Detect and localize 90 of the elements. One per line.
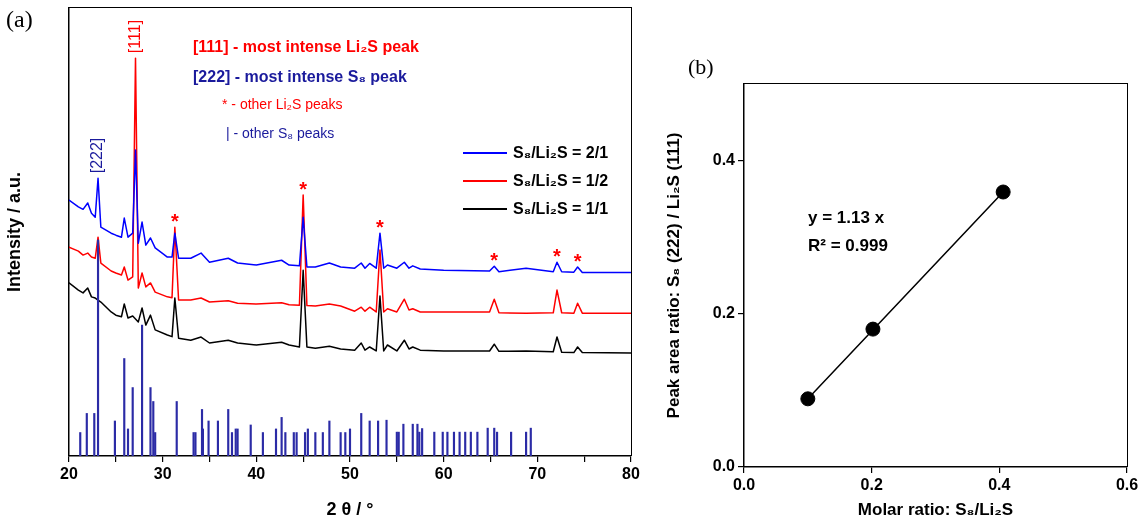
point xyxy=(800,391,816,407)
bar xyxy=(314,432,317,456)
x-tick-label: 50 xyxy=(341,465,359,483)
annotation: [222] - most intense S₈ peak xyxy=(193,68,407,86)
bar xyxy=(493,427,496,456)
bar xyxy=(274,428,278,456)
bar xyxy=(216,420,220,456)
y-axis-title: Intensity / a.u. xyxy=(3,171,24,293)
bar xyxy=(377,420,380,456)
bar xyxy=(416,423,419,456)
y-tick-label: 0.4 xyxy=(712,151,736,169)
annotation: y = 1.13 x xyxy=(808,208,885,228)
x-axis-title: Molar ratio: S₈/Li₂S xyxy=(857,500,1014,520)
bar xyxy=(230,432,234,456)
bar xyxy=(476,431,479,456)
bar xyxy=(292,432,295,456)
legend-label: S₈/Li₂S = 1/1 xyxy=(513,200,609,218)
bar xyxy=(175,401,178,456)
bar xyxy=(280,417,283,456)
bar xyxy=(529,427,532,456)
bar xyxy=(149,387,152,456)
annotation: * xyxy=(376,216,385,239)
bar xyxy=(79,432,82,456)
bar xyxy=(123,358,126,456)
annotation: * xyxy=(553,245,562,268)
bar xyxy=(328,420,331,456)
bar xyxy=(113,420,116,456)
annotation: R² = 0.999 xyxy=(808,236,888,256)
annotation: | - other S₈ peaks xyxy=(226,125,335,141)
bar xyxy=(344,432,347,456)
bar xyxy=(306,428,309,456)
x-tick-label: 80 xyxy=(622,465,640,483)
bar xyxy=(421,428,424,456)
bar xyxy=(411,423,414,456)
annotation: * xyxy=(170,210,179,233)
y-axis-title: Peak area ratio: S₈ (222) / Li₂S (111) xyxy=(663,132,683,419)
bar xyxy=(295,432,298,456)
legend-label: S₈/Li₂S = 1/2 xyxy=(513,172,609,190)
x-tick-label: 0.6 xyxy=(1115,476,1139,494)
point xyxy=(865,321,881,337)
bar xyxy=(510,431,513,456)
bar xyxy=(525,431,528,456)
bar xyxy=(339,432,342,456)
bar xyxy=(402,423,405,456)
bar xyxy=(458,431,461,456)
bar xyxy=(469,431,472,456)
text: (a) xyxy=(6,6,33,33)
bar xyxy=(249,424,252,456)
annotation: * xyxy=(299,178,308,200)
bar xyxy=(96,239,100,456)
x-tick-label: 0.0 xyxy=(732,476,756,494)
x-tick-label: 0.2 xyxy=(860,476,883,494)
x-tick-label: 30 xyxy=(153,465,172,483)
x-tick-label: 20 xyxy=(60,465,78,483)
legend-label: S₈/Li₂S = 2/1 xyxy=(513,144,609,162)
bar xyxy=(93,413,96,456)
bar xyxy=(486,427,489,456)
bar xyxy=(321,432,324,456)
x-tick-label: 0.4 xyxy=(988,476,1011,494)
point xyxy=(995,184,1011,200)
bar xyxy=(433,431,436,456)
text: [111] - most intense Li₂S peak xyxy=(193,38,419,56)
annotation: [222] xyxy=(88,137,106,174)
bar xyxy=(495,431,499,456)
y-tick-label: 0.2 xyxy=(712,304,736,322)
bar xyxy=(385,419,388,456)
x-axis-title: 2 θ / ° xyxy=(326,499,374,520)
bar xyxy=(140,324,144,456)
bar xyxy=(227,409,230,456)
bar xyxy=(131,387,134,456)
bar xyxy=(441,431,444,456)
annotation: * - other Li₂S peaks xyxy=(222,96,343,112)
text: (b) xyxy=(688,54,714,80)
annotation: * xyxy=(573,250,582,273)
x-tick-label: 70 xyxy=(528,465,547,483)
bar xyxy=(85,413,88,456)
bar xyxy=(464,431,467,456)
x-tick-label: 40 xyxy=(247,465,266,483)
annotation: [111] xyxy=(125,19,143,54)
x-tick-label: 60 xyxy=(434,465,453,483)
bar xyxy=(261,432,264,456)
annotation: * xyxy=(490,249,499,272)
bar xyxy=(452,431,456,456)
bar xyxy=(368,420,371,456)
bar xyxy=(348,428,352,456)
bar xyxy=(360,413,363,456)
bar xyxy=(207,420,210,456)
bar xyxy=(126,428,130,456)
bar xyxy=(446,431,449,456)
bar xyxy=(303,432,307,456)
